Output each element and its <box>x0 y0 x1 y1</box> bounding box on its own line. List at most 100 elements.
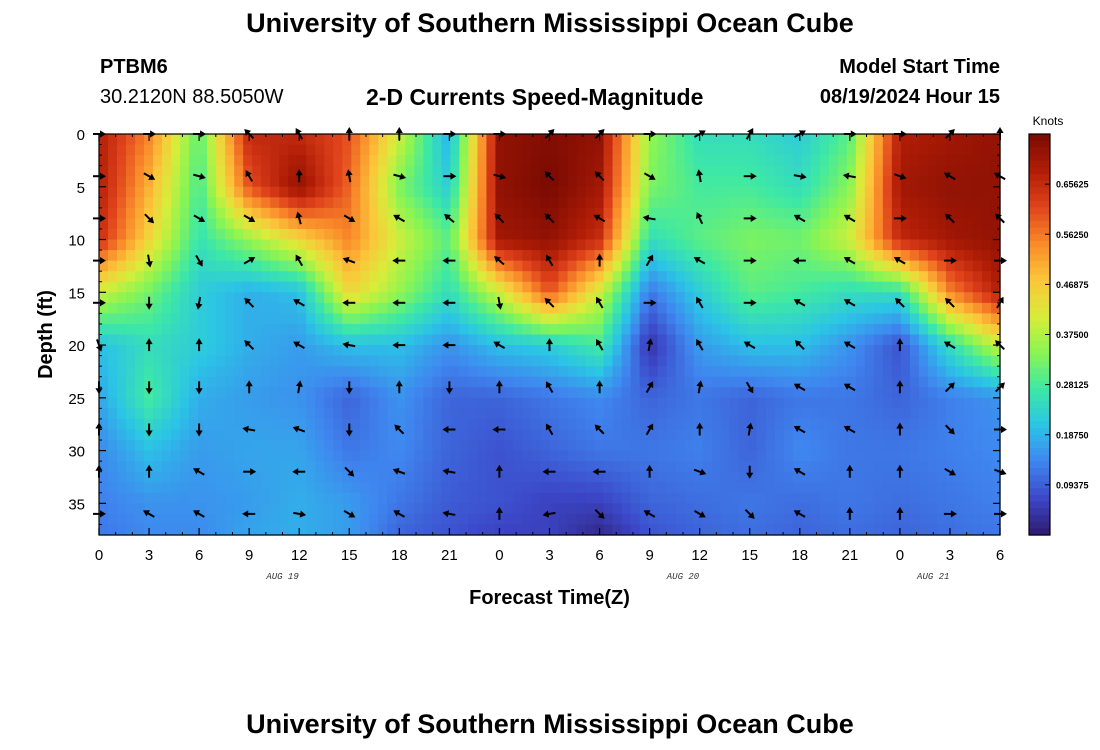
heat-cell <box>441 503 451 515</box>
heat-cell <box>315 165 325 177</box>
heat-cell <box>738 186 749 198</box>
current-arrow <box>743 341 756 349</box>
heat-cell <box>450 207 460 220</box>
heat-cell <box>864 197 875 209</box>
heat-cell <box>963 165 974 177</box>
heat-cell <box>585 513 596 526</box>
current-arrow <box>392 467 406 475</box>
heat-cell <box>126 408 136 420</box>
heat-cell <box>108 345 118 357</box>
y-tick-label: 10 <box>68 233 85 250</box>
heat-cell <box>675 408 686 420</box>
heat-cell <box>990 144 1001 156</box>
heat-cell <box>171 440 181 452</box>
heat-cell <box>540 228 551 241</box>
arrow-head <box>645 464 654 471</box>
heat-cell <box>657 323 668 336</box>
arrow-head <box>442 510 450 518</box>
heat-cell <box>900 366 911 378</box>
heat-cell <box>297 176 307 188</box>
heat-cell <box>468 228 479 241</box>
heat-cell <box>630 513 641 526</box>
heat-cell <box>972 323 983 336</box>
arrow-head <box>444 213 451 221</box>
heat-cell <box>360 524 370 536</box>
heat-cell <box>702 418 713 431</box>
arrow-head <box>393 510 401 517</box>
heat-cell <box>360 239 370 251</box>
heat-cell <box>225 218 235 230</box>
heat-cell <box>954 218 965 230</box>
heat-cell <box>144 228 154 241</box>
heat-cell <box>693 471 704 483</box>
heat-cell <box>819 176 830 188</box>
arrow-head <box>593 214 601 222</box>
heat-cell <box>477 197 488 209</box>
heat-cell <box>882 186 893 198</box>
current-arrow <box>744 508 755 519</box>
heat-cell <box>927 513 938 526</box>
heat-cell <box>972 450 983 462</box>
heat-cell <box>900 207 911 220</box>
current-arrow <box>195 338 203 352</box>
heat-cell <box>459 355 470 367</box>
current-arrow <box>544 297 555 308</box>
heat-cell <box>405 334 415 346</box>
current-arrow <box>993 172 1006 181</box>
heat-cell <box>945 387 956 399</box>
heat-cell <box>666 355 677 367</box>
heat-cell <box>891 186 902 198</box>
heat-cell <box>324 387 334 399</box>
heat-cell <box>846 155 857 167</box>
current-arrow <box>394 424 405 435</box>
heat-cell <box>207 176 217 188</box>
heat-cell <box>414 387 424 399</box>
heat-cell <box>819 345 830 357</box>
heat-cell <box>351 197 361 209</box>
heat-cell <box>684 260 695 272</box>
heat-cell <box>774 513 785 526</box>
heat-cell <box>216 429 226 441</box>
current-arrow <box>893 173 907 180</box>
heat-cell <box>936 144 947 156</box>
current-arrow <box>643 299 657 307</box>
heat-cell <box>522 450 533 462</box>
heat-cell <box>819 186 830 198</box>
heat-cell <box>855 397 866 409</box>
heat-cell <box>774 271 785 283</box>
heat-cell <box>495 366 506 378</box>
heat-cell <box>162 144 172 156</box>
heat-cell <box>99 218 109 230</box>
current-arrow <box>896 338 904 352</box>
heat-cell <box>306 134 316 146</box>
heat-cell <box>729 334 740 346</box>
heat-cell <box>801 418 812 431</box>
heat-cell <box>684 239 695 251</box>
heat-cell <box>855 503 866 515</box>
heat-cell <box>306 165 316 177</box>
heat-cell <box>432 408 442 420</box>
current-arrow <box>545 381 554 393</box>
heat-cell <box>585 397 596 409</box>
heat-cell <box>621 450 632 462</box>
heat-cell <box>369 155 379 167</box>
heat-cell <box>198 492 208 504</box>
heat-cell <box>990 450 1001 462</box>
heat-cell <box>315 408 325 420</box>
heat-cell <box>279 513 289 526</box>
heat-cell <box>882 334 893 346</box>
current-arrow <box>393 214 405 223</box>
heat-cell <box>486 197 497 209</box>
current-arrow <box>145 254 153 268</box>
heat-cell <box>360 461 370 473</box>
heat-cell <box>135 281 145 293</box>
heat-cell <box>180 471 190 483</box>
heat-cell <box>918 197 929 209</box>
heat-cell <box>657 482 668 494</box>
heat-cell <box>675 450 686 462</box>
heat-cell <box>792 155 803 167</box>
current-arrow <box>442 257 456 265</box>
heat-cell <box>711 134 722 146</box>
heat-cell <box>630 228 641 241</box>
colorbar-segment <box>1029 167 1050 175</box>
